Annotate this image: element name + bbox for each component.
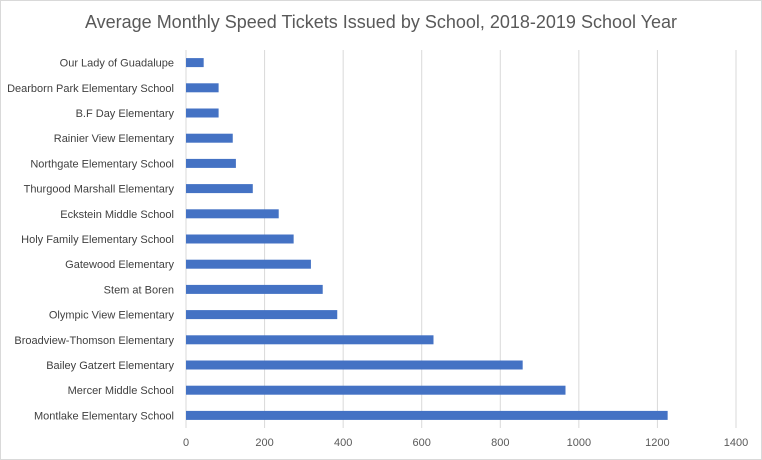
bar	[186, 284, 323, 294]
bar	[186, 410, 668, 420]
bar	[186, 158, 236, 168]
bar	[186, 360, 523, 370]
category-label: Eckstein Middle School	[60, 209, 174, 221]
category-label: B.F Day Elementary	[76, 108, 175, 120]
x-tick-label: 200	[255, 437, 273, 449]
x-tick-label: 1400	[724, 437, 748, 449]
bar	[186, 133, 233, 143]
category-label: Holy Family Elementary School	[21, 234, 174, 246]
bar	[186, 83, 219, 93]
category-label: Bailey Gatzert Elementary	[46, 360, 174, 372]
category-label: Olympic View Elementary	[49, 310, 175, 322]
category-label: Stem at Boren	[104, 284, 174, 296]
category-label: Montlake Elementary School	[34, 410, 174, 422]
bar	[186, 58, 204, 68]
category-label: Broadview-Thomson Elementary	[14, 335, 174, 347]
category-label: Mercer Middle School	[68, 385, 174, 397]
category-label: Northgate Elementary School	[30, 158, 174, 170]
category-label: Thurgood Marshall Elementary	[24, 184, 175, 196]
bar	[186, 310, 338, 320]
bar	[186, 184, 253, 194]
category-label: Our Lady of Guadalupe	[60, 58, 174, 70]
bar	[186, 259, 311, 269]
bar	[186, 234, 294, 244]
category-label: Gatewood Elementary	[65, 259, 174, 271]
bar	[186, 335, 434, 345]
x-tick-label: 1000	[567, 437, 591, 449]
category-label: Rainier View Elementary	[54, 133, 175, 145]
x-tick-label: 400	[334, 437, 352, 449]
chart-title: Average Monthly Speed Tickets Issued by …	[84, 12, 678, 32]
x-tick-label: 0	[183, 437, 189, 449]
x-tick-label: 800	[491, 437, 509, 449]
x-tick-label: 1200	[645, 437, 669, 449]
x-tick-label: 600	[413, 437, 431, 449]
bar	[186, 108, 219, 118]
bar	[186, 209, 279, 219]
category-label: Dearborn Park Elementary School	[7, 83, 174, 95]
bar	[186, 385, 566, 395]
